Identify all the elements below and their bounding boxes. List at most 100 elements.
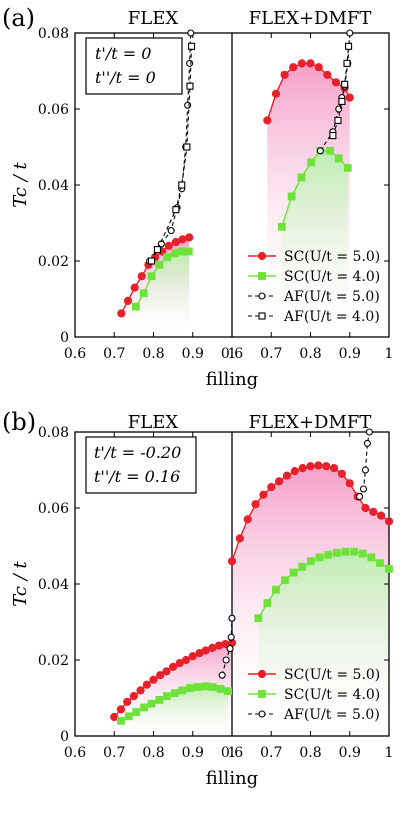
- series-b-0-point-7: [156, 671, 165, 680]
- legend-label: SC(U/t = 4.0): [284, 687, 380, 703]
- panel-a-param-1: t'/t = 0: [95, 44, 151, 63]
- xtick-label: 0.6: [64, 346, 86, 362]
- series-a-4-point-0: [263, 116, 272, 125]
- panel-b-param-2: t''/t = 0.16: [94, 467, 180, 486]
- series-a-2-point-6: [184, 101, 192, 109]
- series-b-3-point-20: [384, 517, 394, 526]
- legend-marker: [258, 312, 266, 320]
- xtick-label: 0.7: [260, 745, 282, 761]
- series-a-0-point-3: [137, 272, 146, 281]
- xtick-label: 0.9: [182, 745, 204, 761]
- legend-marker: [258, 690, 266, 698]
- series-b-1-point-2: [132, 708, 141, 716]
- ytick-label: 0.04: [38, 178, 69, 194]
- series-b-3-point-10: [306, 462, 315, 471]
- panel-a-param-2: t''/t = 0: [95, 68, 156, 87]
- series-b-3-point-18: [369, 507, 378, 516]
- series-b-3-point-9: [298, 464, 307, 473]
- panel-b-legend: SC(U/t = 5.0) SC(U/t = 4.0) AF(U/t = 5.0): [248, 667, 380, 723]
- series-b-5-point-0: [356, 493, 364, 501]
- series-b-1-point-10: [193, 683, 202, 691]
- series-b-1-point-3: [140, 703, 148, 712]
- xtick-label: 1: [385, 745, 394, 761]
- legend-marker: [258, 272, 266, 280]
- panel-a-param-box: t'/t = 0 t''/t = 0: [85, 37, 183, 95]
- series-a-1-shade: [135, 251, 189, 337]
- series-a-6-point-6: [346, 29, 354, 37]
- series-b-2-line: [221, 618, 233, 676]
- legend-marker: [257, 251, 267, 261]
- legend-label: AF(U/t = 4.0): [283, 309, 380, 325]
- series-a-5-point-3: [307, 158, 316, 167]
- series-a-3-point-0: [147, 257, 156, 265]
- series-a-7-point-0: [329, 132, 337, 140]
- ytick-label: 0.08: [38, 26, 69, 42]
- series-b-4-point-3: [281, 576, 289, 585]
- ytick-label: 0: [60, 729, 69, 745]
- series-b-0-point-11: [181, 655, 191, 665]
- series-a-5-point-2: [297, 173, 306, 182]
- xtick-label: 0.7: [260, 346, 282, 362]
- xtick-label: 1: [228, 745, 237, 761]
- series-b-3-point-3: [251, 500, 260, 509]
- series-a-4-point-2: [280, 70, 289, 79]
- panel-a: (a) FLEX FLEX+DMFT 0 0.02 0.04 0.06 0.08 0.6 0…: [2, 4, 393, 390]
- series-b-4-point-12: [358, 549, 367, 558]
- series-b-4-point-9: [332, 548, 341, 557]
- panel-a-param-frame: [85, 37, 183, 95]
- series-a-0-point-7: [164, 241, 173, 250]
- series-b-4-point-7: [315, 553, 324, 562]
- xtick-label: 0.6: [221, 745, 243, 761]
- panel-b: (b) FLEX FLEX+DMFT 0 0.02 0.04 0.06 0.08 0.6 0…: [2, 408, 393, 789]
- series-b-3-point-7: [282, 471, 292, 480]
- xtick-label: 1: [228, 346, 237, 362]
- series-b-1-shade: [120, 686, 229, 736]
- xtick-label: 0.8: [299, 346, 321, 362]
- series-b-1-point-0: [117, 716, 125, 725]
- series-b-3-point-5: [267, 483, 276, 492]
- panel-a-label: (a): [2, 4, 35, 32]
- xtick-label: 0.8: [142, 745, 164, 761]
- series-a-2-point-8: [187, 29, 195, 37]
- series-b-1-point-14: [224, 687, 232, 696]
- series-b-4-point-0: [254, 614, 263, 623]
- panel-a-axes: 00.020.040.060.080.6 0.7 0.8 0.9 10.6 0.7 0.8 0…: [38, 26, 394, 362]
- panel-b-left-title: FLEX: [128, 412, 179, 433]
- series-b-3-point-19: [377, 511, 386, 520]
- series-a-5-point-0: [277, 222, 286, 231]
- series-a-1-point-2: [147, 272, 156, 281]
- series-a-1-point-5: [171, 249, 179, 258]
- series-a-2-point-2: [167, 227, 175, 235]
- ytick-label: 0.02: [38, 254, 69, 270]
- series-a-7-line: [332, 46, 350, 136]
- series-a-1-point-4: [163, 253, 172, 262]
- legend-label: SC(U/t = 5.0): [284, 249, 380, 265]
- series-a-3-point-1: [153, 246, 161, 254]
- series-b-3-point-11: [314, 461, 323, 470]
- series-b-0-point-6: [149, 675, 158, 684]
- panel-a-right-title: FLEX+DMFT: [249, 8, 372, 29]
- series-a-3-point-5: [186, 82, 194, 90]
- series-b-4-point-13: [367, 553, 376, 562]
- series-a-7-point-4: [343, 59, 351, 67]
- series-a-4-point-10: [345, 93, 354, 102]
- xtick-label: 0.6: [64, 745, 86, 761]
- ytick-label: 0.08: [38, 425, 69, 441]
- series-b-2-point-3: [227, 633, 235, 641]
- xtick-label: 0.9: [182, 346, 204, 362]
- series-b-4-point-1: [263, 599, 272, 607]
- series-b-4-point-15: [385, 564, 393, 573]
- series-b-3-point-13: [329, 464, 339, 473]
- series-b-0-point-1: [116, 705, 126, 714]
- series-b-4-point-10: [341, 547, 350, 556]
- series-b-5-point-1: [359, 485, 368, 493]
- series-b-5-point-2: [361, 466, 370, 474]
- series-b-3-point-15: [345, 479, 354, 488]
- series-b-4-point-5: [298, 562, 307, 571]
- series-b-1-point-5: [155, 695, 164, 704]
- panel-a-legend: SC(U/t = 5.0) SC(U/t = 4.0) AF(U/t = 5.0) A…: [248, 249, 380, 325]
- series-a-3-point-2: [172, 206, 180, 214]
- series-a-0-point-1: [123, 296, 133, 306]
- legend-label: AF(U/t = 5.0): [283, 707, 380, 723]
- series-a-4-point-3: [289, 63, 298, 72]
